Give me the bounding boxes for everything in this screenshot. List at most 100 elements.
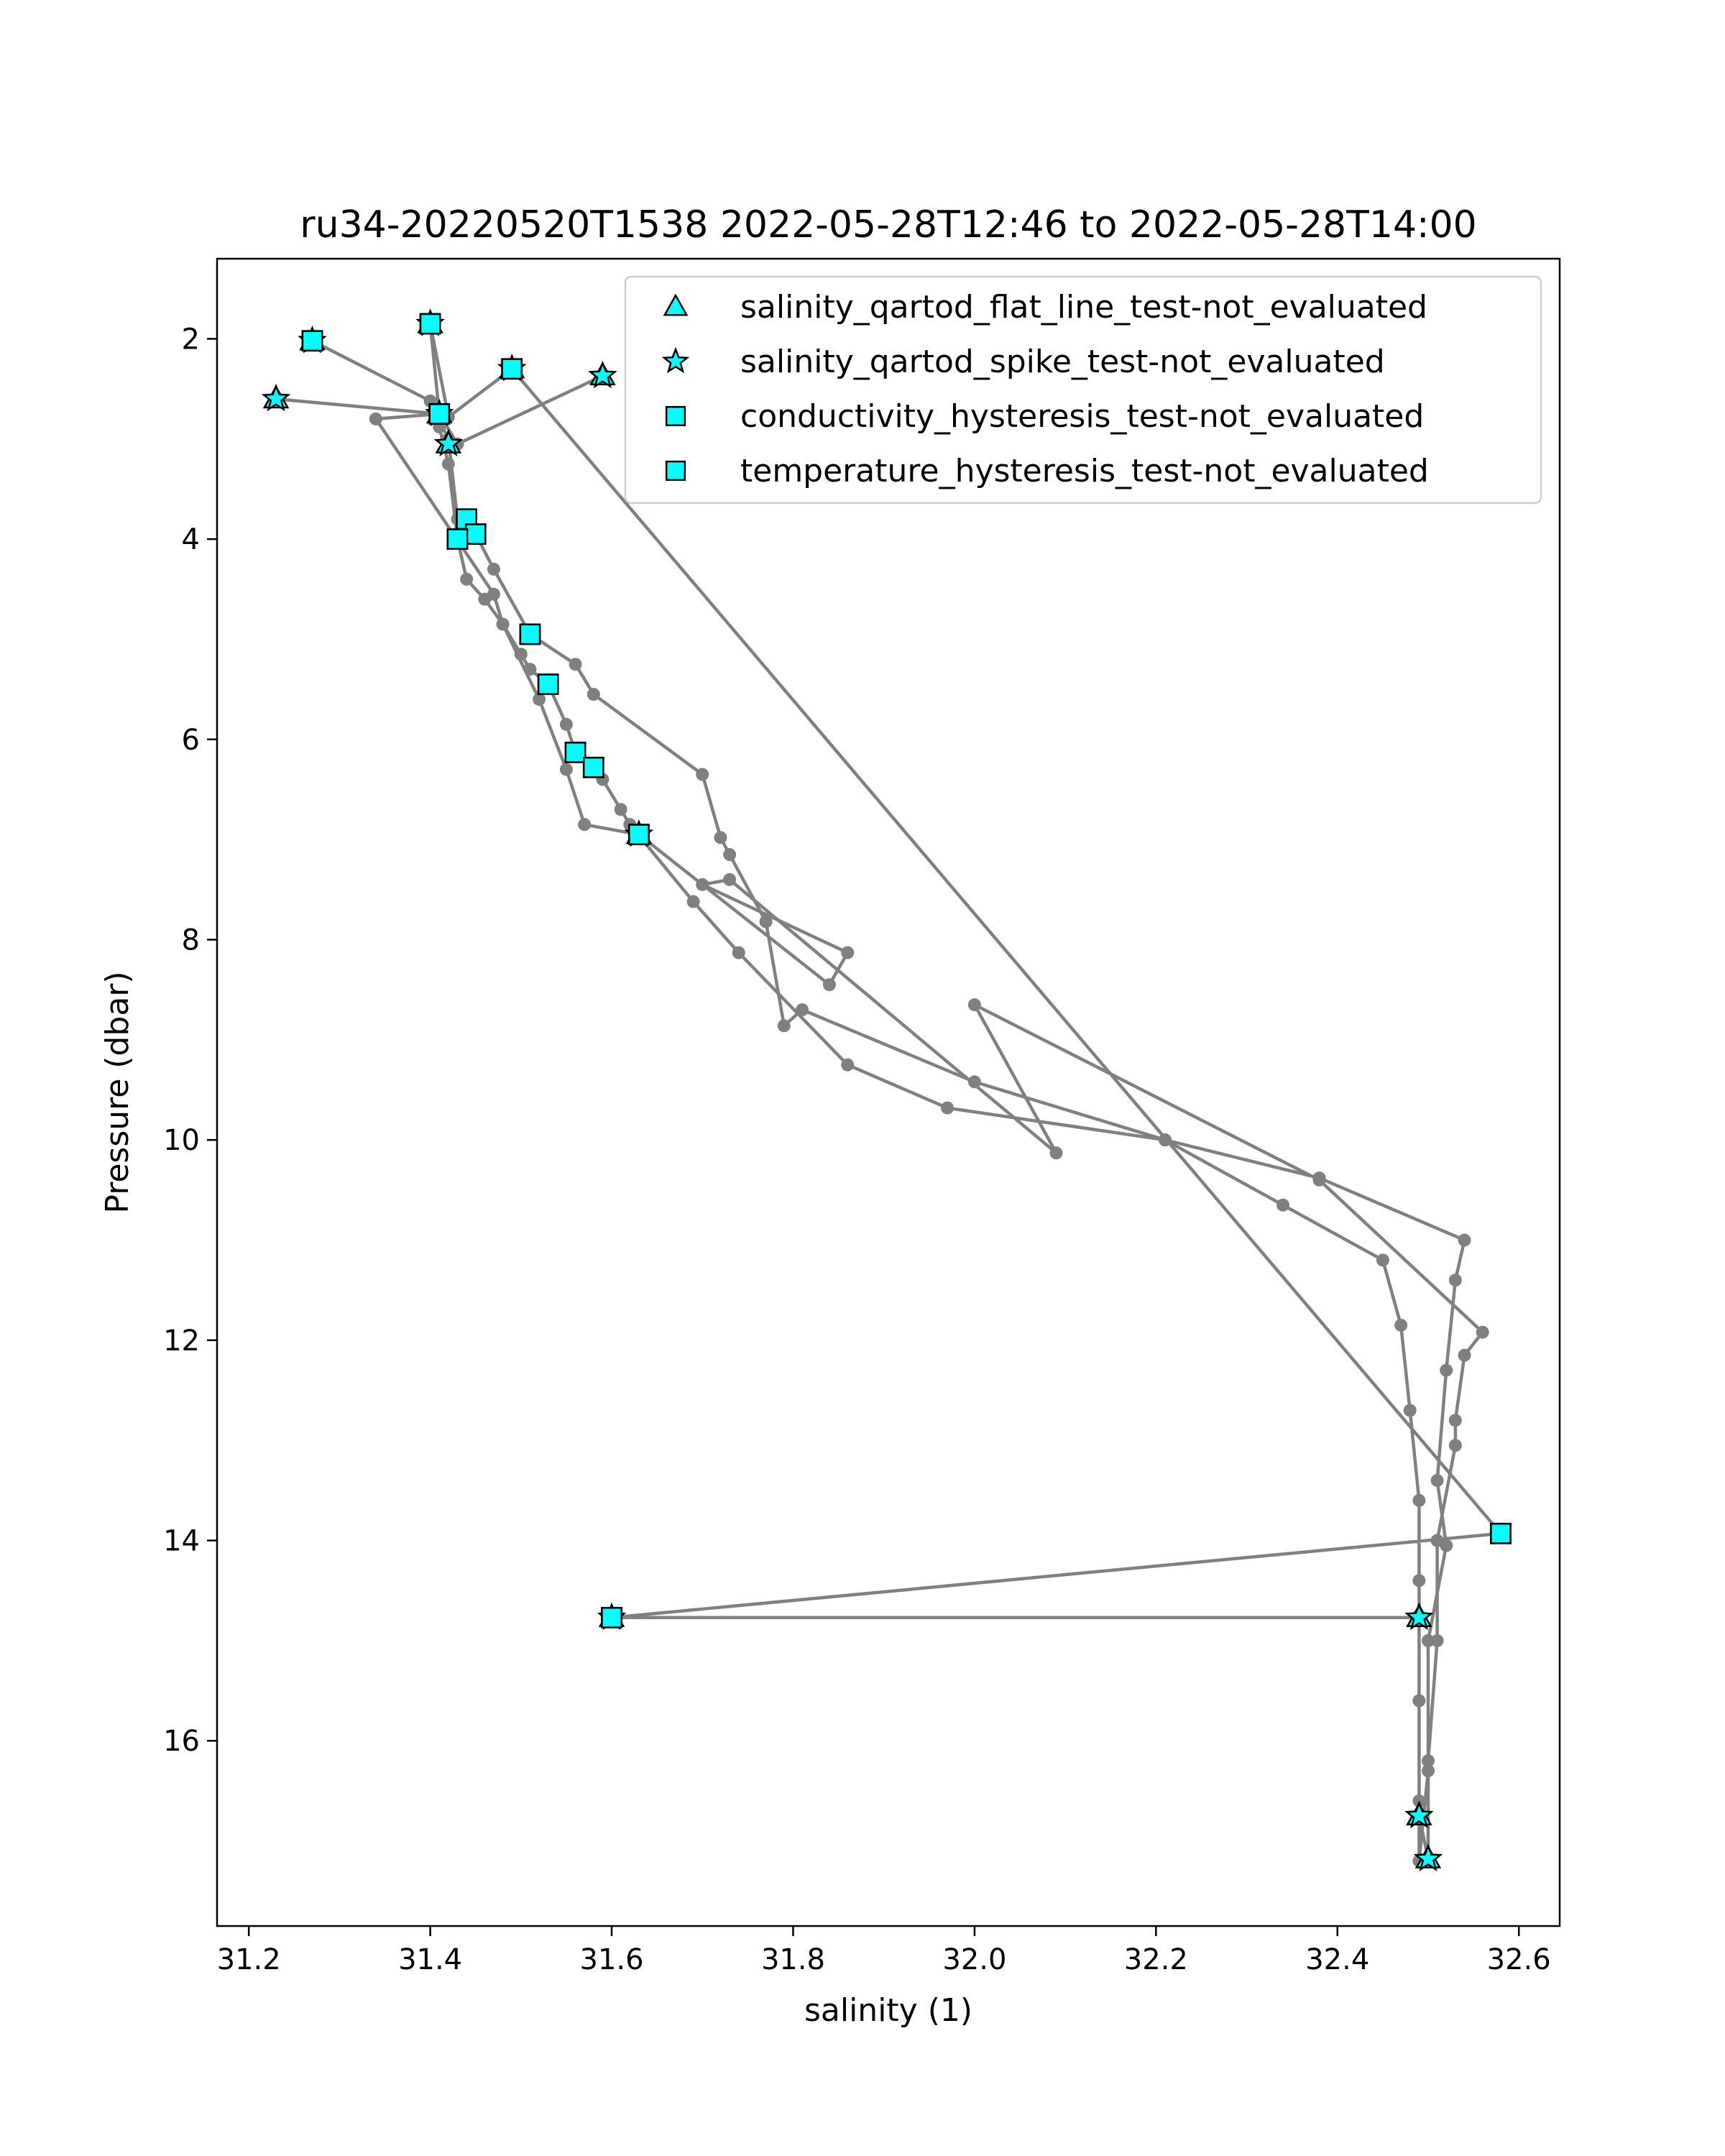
data-point — [1394, 1318, 1408, 1332]
data-point — [1458, 1348, 1471, 1362]
data-point — [523, 663, 537, 676]
data-point — [1421, 1754, 1435, 1768]
legend-marker — [663, 293, 689, 316]
y-tick-label: 14 — [163, 1525, 200, 1558]
data-point — [723, 872, 737, 886]
y-axis: 2 4 6 8 10 12 14 16 — [163, 323, 217, 1758]
y-axis-label: Pressure (dbar) — [99, 971, 136, 1213]
data-point — [1476, 1325, 1489, 1339]
flag-marker — [446, 528, 469, 550]
data-point — [1412, 1493, 1426, 1507]
y-tick-label: 6 — [182, 724, 200, 757]
data-point — [1458, 1233, 1471, 1247]
data-point — [1448, 1414, 1462, 1427]
x-tick-label: 31.6 — [580, 1943, 644, 1976]
x-tick-label: 31.2 — [217, 1943, 281, 1976]
data-point — [686, 895, 700, 908]
data-point — [533, 693, 546, 706]
flag-marker — [588, 360, 617, 389]
data-point — [696, 877, 709, 891]
data-point — [487, 562, 500, 576]
data-point — [1430, 1473, 1444, 1487]
data-point — [841, 1058, 855, 1072]
data-point — [777, 1019, 791, 1033]
plot-frame — [216, 257, 1561, 1927]
data-point — [514, 648, 528, 661]
data-point — [841, 946, 855, 959]
x-tick-label: 32.2 — [1124, 1943, 1188, 1976]
y-tick-label: 10 — [163, 1124, 200, 1157]
data-point — [732, 946, 745, 959]
data-point — [1412, 1574, 1426, 1588]
data-point — [586, 688, 600, 701]
flag-marker — [628, 824, 650, 846]
flag-marker — [1490, 1522, 1512, 1544]
data-point — [1440, 1363, 1453, 1377]
data-point — [1403, 1404, 1417, 1417]
data-point — [1448, 1273, 1462, 1287]
flag-marker — [428, 403, 451, 425]
legend-marker — [665, 460, 686, 482]
flag-marker — [464, 523, 487, 545]
data-point — [796, 1003, 809, 1017]
data-point — [967, 998, 981, 1012]
data-point — [1430, 1534, 1444, 1547]
x-tick-label: 32.4 — [1305, 1943, 1369, 1976]
data-point — [1158, 1133, 1172, 1147]
legend-label: temperature_hysteresis_test-not_evaluate… — [740, 453, 1429, 489]
data-point — [723, 848, 737, 862]
data-point — [1276, 1198, 1290, 1212]
legend-marker — [665, 405, 686, 427]
y-tick-label: 2 — [182, 323, 200, 356]
data-point — [941, 1101, 954, 1115]
flag-marker — [601, 1606, 622, 1628]
data-point — [441, 457, 455, 471]
data-point — [496, 617, 510, 631]
data-point — [759, 915, 773, 929]
flag-marker — [537, 673, 559, 696]
data-point — [696, 768, 709, 781]
data-point — [1049, 1146, 1063, 1160]
legend-label: conductivity_hysteresis_test-not_evaluat… — [740, 398, 1424, 435]
data-point — [1376, 1253, 1389, 1267]
flag-marker — [1404, 1800, 1434, 1829]
flag-marker — [433, 428, 464, 457]
x-tick-label: 31.8 — [761, 1943, 825, 1976]
data-point — [487, 587, 500, 601]
x-tick-label: 32.6 — [1487, 1943, 1551, 1976]
data-point — [1430, 1634, 1444, 1647]
legend-label: salinity_qartod_flat_line_test-not_evalu… — [740, 289, 1427, 326]
data-point — [569, 658, 582, 671]
data-point — [369, 412, 382, 425]
legend-label: salinity_qartod_spike_test-not_evaluated — [740, 344, 1385, 380]
flag-marker — [419, 313, 441, 335]
y-tick-label: 16 — [163, 1725, 200, 1758]
x-tick-label: 32.0 — [942, 1943, 1006, 1976]
x-axis-label: salinity (1) — [804, 1992, 972, 2029]
data-point — [1412, 1694, 1426, 1708]
y-tick-label: 12 — [163, 1325, 200, 1358]
flag-marker — [1404, 1602, 1434, 1631]
chart-title: ru34-20220520T1538 2022-05-28T12:46 to 2… — [300, 203, 1476, 247]
flag-markers — [261, 308, 1512, 1871]
data-point — [559, 763, 573, 776]
data-point — [1421, 1634, 1435, 1647]
y-tick-label: 8 — [182, 924, 200, 957]
data-point — [822, 978, 836, 992]
data-point — [614, 803, 627, 816]
y-tick-label: 4 — [182, 523, 200, 556]
data-point — [578, 818, 592, 831]
data-point — [1448, 1439, 1462, 1452]
flag-marker — [1413, 1843, 1443, 1871]
x-axis: 31.2 31.4 31.6 31.8 32.0 32.2 32.4 32.6 — [217, 1926, 1551, 1976]
data-point — [1312, 1173, 1326, 1187]
flag-marker — [564, 742, 586, 763]
flag-marker — [301, 330, 323, 352]
data-point — [967, 1075, 981, 1089]
flag-marker — [501, 358, 523, 380]
legend: salinity_qartod_flat_line_test-not_evalu… — [624, 275, 1542, 505]
data-point — [559, 717, 573, 731]
data-point — [1421, 1764, 1435, 1778]
x-tick-label: 31.4 — [398, 1943, 462, 1976]
